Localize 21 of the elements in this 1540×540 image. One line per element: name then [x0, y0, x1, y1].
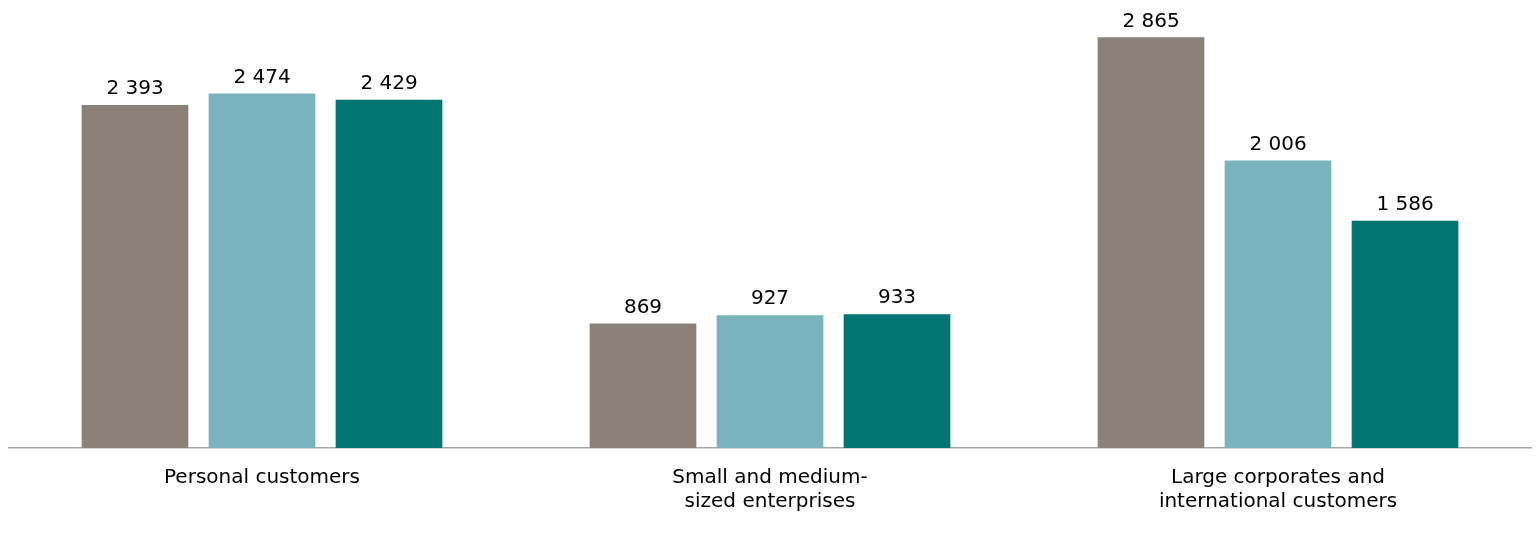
x-tick-label: Large corporates and international customers: [1158, 464, 1398, 513]
data-label: 927: [750, 285, 790, 310]
data-label: 2 393: [106, 75, 164, 100]
bar: [81, 105, 189, 448]
bar: [1351, 220, 1459, 448]
bar: [716, 315, 824, 448]
bar: [589, 323, 697, 448]
x-tick-label: Small and medium-sized enterprises: [672, 464, 868, 513]
bar: [208, 93, 316, 448]
x-tick-label: Personal customers: [164, 464, 360, 489]
bar: [1224, 160, 1332, 448]
data-label: 933: [877, 284, 917, 309]
data-label: 2 006: [1249, 130, 1307, 155]
bar: [335, 99, 443, 448]
bar: [1097, 37, 1205, 448]
data-label: 2 429: [360, 70, 418, 95]
data-label: 869: [623, 293, 663, 318]
data-label: 1 586: [1376, 190, 1434, 215]
data-label: 2 865: [1122, 7, 1180, 32]
bar: [843, 314, 951, 448]
data-label: 2 474: [233, 63, 291, 88]
